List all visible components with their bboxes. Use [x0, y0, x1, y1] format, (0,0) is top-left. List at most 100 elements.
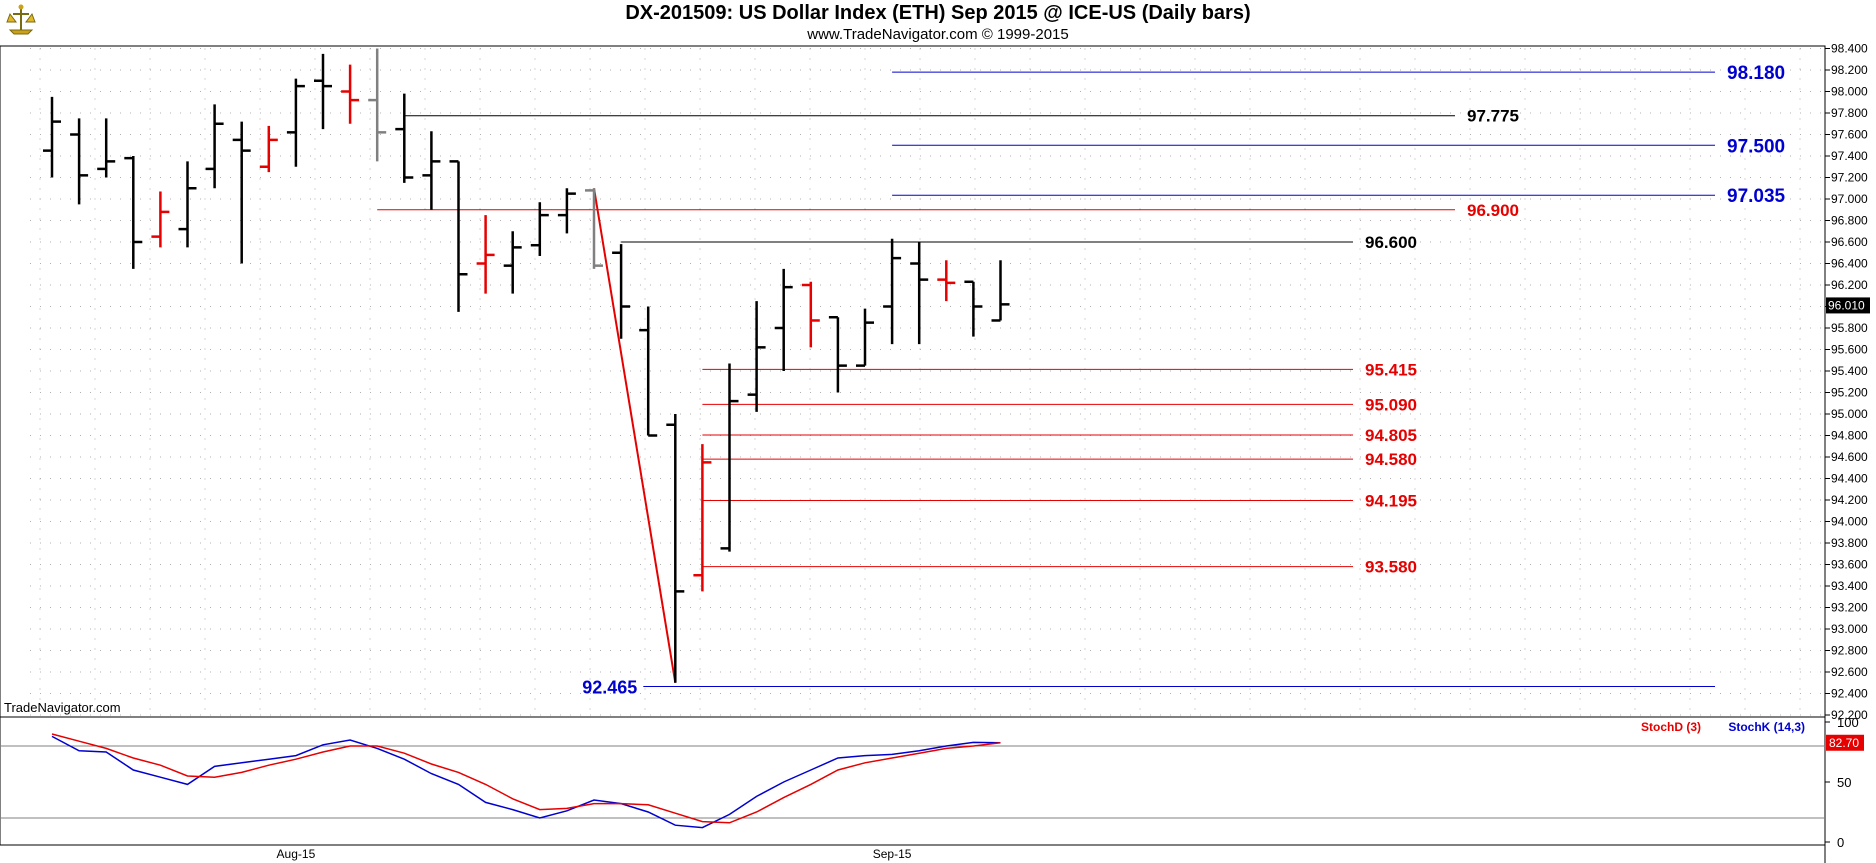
trade-navigator-logo-icon [4, 2, 38, 41]
price-tick-label: 98.400 [1831, 42, 1868, 56]
stoch-series-line [51, 733, 1001, 824]
ohlc-bar [205, 104, 224, 189]
ohlc-bar [666, 414, 685, 683]
ohlc-bar [124, 156, 143, 269]
price-tick-label: 97.200 [1831, 171, 1868, 185]
price-tick-label: 96.800 [1831, 214, 1868, 228]
price-tick-label: 93.600 [1831, 558, 1868, 572]
trend-line [593, 188, 677, 683]
stoch-tick-label: 100 [1837, 715, 1859, 730]
last-price-box [1826, 297, 1870, 314]
ohlc-bar [232, 121, 251, 264]
ohlc-bar [503, 231, 522, 294]
ohlc-bar [801, 281, 820, 348]
chart-title: DX-201509: US Dollar Index (ETH) Sep 201… [625, 2, 1251, 24]
stochastic-plot-frame [0, 716, 1826, 846]
price-plot-frame [0, 45, 1826, 718]
price-tick-label: 97.600 [1831, 128, 1868, 142]
stoch-tick-label: 50 [1837, 775, 1851, 790]
price-tick-label: 96.600 [1831, 235, 1868, 249]
price-panel: 98.400 98.200 98.000 97.800 97.600 97.400 97.2… [0, 42, 1870, 863]
level-label: 93.580 [1365, 558, 1417, 577]
price-tick-label: 95.200 [1831, 386, 1868, 400]
stoch-last-value-label: 82.70 [1829, 736, 1859, 750]
price-tick-label: 94.000 [1831, 515, 1868, 529]
price-tick-label: 92.800 [1831, 644, 1868, 658]
ohlc-bar [449, 160, 468, 312]
level-label: 94.195 [1365, 492, 1417, 511]
stoch-legend-item: StochK (14,3) [1728, 720, 1805, 734]
ohlc-bar [314, 53, 332, 130]
level-label: 97.035 [1727, 186, 1786, 207]
ohlc-bar [883, 238, 902, 345]
price-tick-label: 97.000 [1831, 192, 1868, 206]
price-tick-label: 98.200 [1831, 63, 1868, 77]
level-label: 97.775 [1467, 107, 1519, 126]
price-tick-label: 96.200 [1831, 278, 1868, 292]
price-tick-label: 95.400 [1831, 364, 1868, 378]
level-label: 97.500 [1727, 136, 1785, 157]
price-tick-label: 94.400 [1831, 472, 1868, 486]
watermark: TradeNavigator.com [4, 700, 121, 715]
price-tick-label: 94.200 [1831, 493, 1868, 507]
price-tick-label: 92.200 [1831, 708, 1868, 722]
ohlc-bar [585, 188, 603, 269]
ohlc-bar [828, 316, 847, 393]
x-axis-label: Aug-15 [277, 847, 316, 861]
ohlc-bar [639, 306, 658, 437]
price-tick-label: 92.400 [1831, 687, 1868, 701]
ohlc-bar [991, 260, 1010, 322]
ohlc-bar [612, 244, 631, 339]
ohlc-bar [476, 215, 495, 294]
price-tick-label: 94.800 [1831, 429, 1868, 443]
price-tick-label: 94.600 [1831, 450, 1868, 464]
level-label: 98.180 [1727, 63, 1785, 84]
level-label: 95.090 [1365, 395, 1417, 414]
ohlc-bar [341, 64, 360, 124]
price-tick-label: 93.800 [1831, 536, 1868, 550]
ohlc-bar [557, 188, 576, 234]
ohlc-bar [422, 131, 441, 210]
ohlc-bar [910, 242, 929, 345]
ohlc-bar [720, 363, 739, 552]
ohlc-bar [937, 260, 956, 302]
x-axis-label: Sep-15 [873, 847, 912, 861]
price-tick-label: 98.000 [1831, 85, 1868, 99]
stochastic-panel: Aug-15 Sep-15 100 50 0 StochK (14,3) StochD (3… [0, 715, 1864, 861]
price-tick-label: 95.800 [1831, 321, 1868, 335]
ohlc-bar [178, 161, 197, 248]
ohlc-bar [774, 268, 793, 371]
price-tick-label: 92.600 [1831, 665, 1868, 679]
chart-subtitle: www.TradeNavigator.com © 1999-2015 [807, 26, 1069, 43]
price-tick-label: 95.600 [1831, 343, 1868, 357]
price-tick-label: 97.800 [1831, 106, 1868, 120]
price-tick-label: 93.000 [1831, 622, 1868, 636]
price-tick-label: 97.400 [1831, 149, 1868, 163]
price-tick-label: 96.400 [1831, 257, 1868, 271]
ohlc-bar [259, 125, 278, 173]
ohlc-bar [151, 191, 170, 248]
ohlc-bar [97, 118, 116, 178]
stoch-last-value-box [1826, 734, 1864, 751]
ohlc-bar [693, 444, 712, 592]
ohlc-bar [368, 48, 387, 162]
price-tick-label: 95.000 [1831, 407, 1868, 421]
stoch-series-line [51, 735, 1001, 829]
ohlc-bar [70, 118, 89, 205]
ohlc-bar [530, 202, 549, 256]
stoch-tick-label: 0 [1837, 835, 1844, 850]
ohlc-bar [43, 96, 61, 178]
ohlc-bar [286, 78, 305, 167]
level-label: 94.580 [1365, 450, 1417, 469]
stoch-legend-item: StochD (3) [1641, 720, 1701, 734]
price-tick-label: 93.200 [1831, 601, 1868, 615]
ohlc-bar [395, 93, 414, 183]
level-label: 92.465 [582, 678, 637, 698]
ohlc-bar [747, 301, 766, 412]
price-tick-label: 93.400 [1831, 579, 1868, 593]
last-price-label: 96.010 [1828, 298, 1865, 312]
ohlc-bar [964, 280, 983, 337]
level-label: 95.415 [1365, 360, 1417, 379]
level-label: 96.600 [1365, 233, 1417, 252]
